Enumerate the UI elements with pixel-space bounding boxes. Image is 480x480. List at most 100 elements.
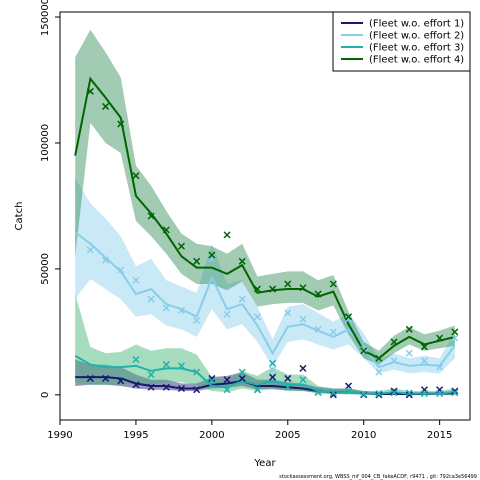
observed-point-series-3 xyxy=(132,356,140,364)
line-series-4 xyxy=(74,76,456,360)
observed-point-series-1 xyxy=(405,391,413,399)
observed-point-series-1 xyxy=(147,383,155,391)
observed-point-series-2 xyxy=(314,325,322,333)
observed-point-series-3 xyxy=(390,389,398,397)
observed-point-series-4 xyxy=(117,120,125,128)
observed-point-series-1 xyxy=(132,381,140,389)
observed-point-series-1 xyxy=(223,376,231,384)
line-series-3 xyxy=(74,354,455,395)
legend-label-series-1: (Fleet w.o. effort 1) xyxy=(369,19,464,30)
y-axis: 0 50000 100000 150000 xyxy=(40,0,61,398)
observed-point-series-1 xyxy=(269,373,277,381)
observed-point-series-3 xyxy=(360,390,368,398)
observed-point-series-2 xyxy=(162,304,170,312)
legend-label-series-4: (Fleet w.o. effort 4) xyxy=(369,55,464,66)
observed-point-series-1 xyxy=(375,391,383,399)
observed-point-series-4 xyxy=(147,212,155,220)
observed-point-series-2 xyxy=(102,256,110,264)
x-axis: 1990 1995 2000 2005 2010 2015 xyxy=(47,419,452,441)
observed-point-series-3 xyxy=(162,361,170,369)
observed-point-series-4 xyxy=(162,226,170,234)
observed-point-series-4 xyxy=(451,328,459,336)
x-tick-label: 1995 xyxy=(123,430,148,441)
observed-point-series-1 xyxy=(390,387,398,395)
observed-point-series-4 xyxy=(132,172,140,180)
x-tick-label: 2015 xyxy=(427,430,452,441)
observed-point-series-3 xyxy=(451,389,459,397)
band-series-3 xyxy=(75,294,455,395)
observed-point-series-2 xyxy=(284,309,292,317)
observed-point-series-2 xyxy=(132,276,140,284)
observed-point-series-4 xyxy=(223,231,231,239)
observed-point-series-1 xyxy=(117,377,125,385)
observed-point-series-4 xyxy=(405,325,413,333)
observed-point-series-4 xyxy=(360,347,368,355)
observed-point-series-3 xyxy=(299,376,307,384)
observed-point-series-2 xyxy=(238,295,246,303)
observed-point-series-3 xyxy=(436,390,444,398)
observed-point-series-2 xyxy=(223,310,231,318)
observed-point-series-3 xyxy=(238,368,246,376)
observed-point-series-2 xyxy=(193,316,201,325)
observed-point-series-3 xyxy=(314,388,322,396)
observed-point-series-4 xyxy=(238,257,246,265)
observed-point-series-1 xyxy=(102,374,110,382)
observed-point-series-2 xyxy=(420,357,428,365)
x-tick-label: 1990 xyxy=(47,430,72,441)
observed-point-series-2 xyxy=(117,266,125,274)
observed-point-series-3 xyxy=(284,383,292,391)
observed-point-series-1 xyxy=(86,374,94,382)
observed-point-series-4 xyxy=(329,280,337,288)
band-series-4 xyxy=(75,29,455,365)
observed-point-series-4 xyxy=(269,285,277,293)
observed-point-series-3 xyxy=(269,359,277,367)
y-tick-label: 50000 xyxy=(40,253,51,285)
observed-point-series-2 xyxy=(177,306,186,314)
band-series-2 xyxy=(75,178,455,374)
observed-point-series-2 xyxy=(86,246,94,254)
observed-point-series-2 xyxy=(375,368,383,376)
observed-point-series-1 xyxy=(238,374,246,382)
legend-label-series-2: (Fleet w.o. effort 2) xyxy=(369,31,464,42)
observed-point-series-4 xyxy=(193,257,201,265)
observed-point-series-3 xyxy=(147,371,155,379)
observed-point-series-1 xyxy=(177,384,186,393)
footer-text: stockassessment.org, WBSS_mf_004_CB_fake… xyxy=(279,474,477,480)
observed-point-series-2 xyxy=(344,315,353,323)
observed-point-series-2 xyxy=(329,328,337,336)
observed-point-series-3 xyxy=(420,390,428,398)
observed-point-series-4 xyxy=(390,338,398,346)
observed-point-series-4 xyxy=(314,290,322,298)
observed-point-series-3 xyxy=(344,387,353,395)
observed-point-series-3 xyxy=(405,389,413,397)
observed-point-series-1 xyxy=(299,364,307,372)
observed-point-series-3 xyxy=(177,362,186,370)
observed-point-series-1 xyxy=(284,374,292,382)
observed-point-series-2 xyxy=(436,363,444,371)
observed-point-series-2 xyxy=(390,357,398,365)
observed-point-series-4 xyxy=(344,313,353,321)
legend: (Fleet w.o. effort 1)(Fleet w.o. effort … xyxy=(332,11,471,72)
observed-point-series-3 xyxy=(208,377,216,385)
observed-point-series-4 xyxy=(420,343,428,351)
y-tick-label: 0 xyxy=(40,392,51,398)
observed-point-series-1 xyxy=(193,386,201,394)
observed-point-series-2 xyxy=(405,349,413,357)
observed-point-series-2 xyxy=(299,315,307,323)
observed-point-series-1 xyxy=(329,391,337,399)
x-axis-label: Year xyxy=(253,458,276,469)
y-tick-label: 100000 xyxy=(40,124,51,162)
observed-point-series-3 xyxy=(253,386,261,394)
observed-point-series-4 xyxy=(436,334,444,342)
observed-point-series-4 xyxy=(375,354,383,362)
observed-point-series-2 xyxy=(360,345,368,354)
observed-point-series-4 xyxy=(102,102,110,110)
observed-point-series-3 xyxy=(223,386,231,394)
observed-point-series-1 xyxy=(451,387,459,395)
observed-point-series-1 xyxy=(208,374,216,382)
observed-point-series-4 xyxy=(177,242,186,250)
y-tick-label: 150000 xyxy=(40,0,51,36)
observed-point-series-2 xyxy=(269,366,277,374)
observed-point-series-2 xyxy=(147,295,155,303)
